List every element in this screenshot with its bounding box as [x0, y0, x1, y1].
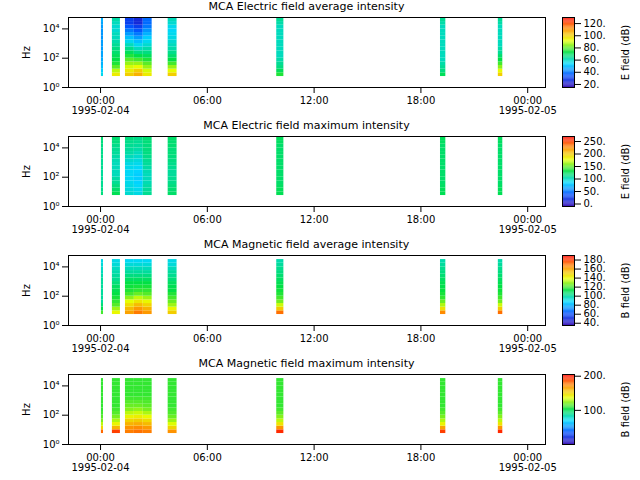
- svg-text:00:001995-02-04: 00:001995-02-04: [71, 95, 129, 116]
- svg-text:10⁴: 10⁴: [43, 23, 60, 34]
- svg-text:E field (dB): E field (dB): [620, 144, 631, 199]
- svg-text:10⁰: 10⁰: [43, 439, 60, 450]
- svg-text:10⁴: 10⁴: [43, 380, 60, 391]
- svg-text:100.: 100.: [584, 173, 606, 184]
- svg-text:100.: 100.: [584, 30, 606, 41]
- svg-text:18:00: 18:00: [406, 452, 435, 463]
- svg-text:18:00: 18:00: [406, 214, 435, 225]
- svg-text:200.: 200.: [584, 370, 606, 381]
- svg-text:10⁰: 10⁰: [43, 320, 60, 331]
- svg-text:180.: 180.: [584, 254, 606, 265]
- svg-text:00:001995-02-05: 00:001995-02-05: [499, 333, 557, 354]
- svg-text:20.: 20.: [584, 79, 600, 90]
- svg-text:160.: 160.: [583, 263, 606, 275]
- svg-text:60.: 60.: [583, 308, 600, 320]
- svg-text:10⁰: 10⁰: [43, 201, 60, 212]
- svg-text:80.: 80.: [584, 42, 600, 53]
- svg-text:Hz: Hz: [21, 165, 32, 178]
- svg-text:Hz: Hz: [21, 403, 32, 416]
- svg-text:140.: 140.: [583, 272, 606, 284]
- svg-text:40.: 40.: [584, 66, 600, 77]
- svg-text:12:00: 12:00: [300, 333, 329, 344]
- svg-text:10²: 10²: [43, 171, 60, 182]
- svg-text:E field (dB): E field (dB): [620, 25, 631, 80]
- svg-text:00:001995-02-04: 00:001995-02-04: [71, 452, 129, 473]
- svg-text:10²: 10²: [43, 409, 60, 420]
- svg-text:80.: 80.: [583, 299, 600, 311]
- svg-text:100.: 100.: [583, 290, 606, 302]
- svg-text:40.: 40.: [583, 317, 600, 329]
- svg-text:06:00: 06:00: [193, 333, 222, 344]
- html-text:MCA Electric field maximum int: MCA Electric field maximum intensity: [203, 119, 410, 132]
- html-text:MCA Magnetic field average int: MCA Magnetic field average intensity: [203, 238, 410, 251]
- svg-text:12:00: 12:00: [300, 95, 329, 106]
- svg-text:100.: 100.: [584, 405, 606, 416]
- svg-text:00:001995-02-05: 00:001995-02-05: [499, 452, 557, 473]
- svg-text:06:00: 06:00: [193, 214, 222, 225]
- svg-text:00:001995-02-05: 00:001995-02-05: [499, 95, 557, 116]
- svg-text:200.: 200.: [584, 148, 606, 159]
- html-text:MCA Magnetic field maximum int: MCA Magnetic field maximum intensity: [198, 357, 415, 370]
- svg-text:Hz: Hz: [21, 284, 32, 297]
- svg-text:150.: 150.: [584, 161, 606, 172]
- svg-text:06:00: 06:00: [193, 452, 222, 463]
- svg-text:18:00: 18:00: [406, 95, 435, 106]
- svg-text:Hz: Hz: [21, 46, 32, 59]
- svg-text:120.: 120.: [583, 281, 606, 293]
- svg-text:B field (dB): B field (dB): [620, 263, 631, 319]
- svg-text:12:00: 12:00: [300, 452, 329, 463]
- svg-text:12:00: 12:00: [300, 214, 329, 225]
- svg-text:00:001995-02-04: 00:001995-02-04: [71, 333, 129, 354]
- svg-text:10²: 10²: [43, 290, 60, 301]
- html-text:MCA Electric field average int: MCA Electric field average intensity: [208, 0, 405, 13]
- svg-text:18:00: 18:00: [406, 333, 435, 344]
- svg-text:10⁴: 10⁴: [43, 142, 60, 153]
- svg-text:06:00: 06:00: [193, 95, 222, 106]
- svg-text:00:001995-02-05: 00:001995-02-05: [499, 214, 557, 235]
- svg-text:10²: 10²: [43, 52, 60, 63]
- svg-text:00:001995-02-04: 00:001995-02-04: [71, 214, 129, 235]
- svg-text:10⁴: 10⁴: [43, 261, 60, 272]
- svg-text:50.: 50.: [584, 186, 600, 197]
- svg-text:B field (dB): B field (dB): [620, 382, 631, 438]
- svg-text:10⁰: 10⁰: [43, 82, 60, 93]
- svg-text:250.: 250.: [584, 136, 606, 147]
- svg-text:0.: 0.: [584, 198, 594, 209]
- svg-text:120.: 120.: [584, 18, 606, 29]
- svg-text:60.: 60.: [584, 54, 600, 65]
